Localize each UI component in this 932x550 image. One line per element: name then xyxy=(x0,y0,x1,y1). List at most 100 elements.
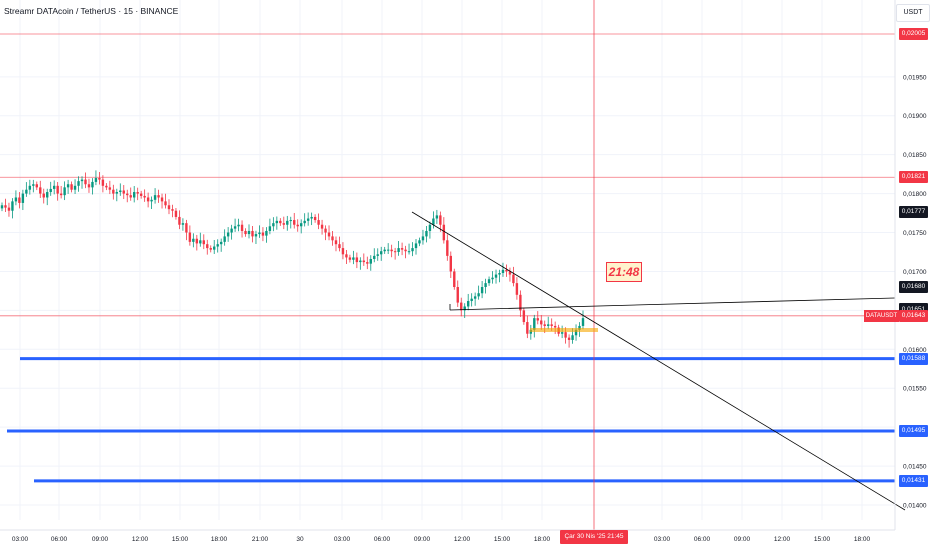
time-tick-label: 12:00 xyxy=(132,536,149,543)
candle-body xyxy=(157,195,160,198)
candle-body xyxy=(143,195,146,198)
candle-body xyxy=(404,249,407,252)
candle-body xyxy=(352,257,355,260)
candle-body xyxy=(14,197,18,202)
candle-body xyxy=(21,193,25,203)
candle-body xyxy=(341,248,345,255)
candle-body xyxy=(171,209,174,211)
price-tick-label: 0,01800 xyxy=(903,191,927,198)
candle-body xyxy=(188,232,192,242)
candle-body xyxy=(515,283,519,295)
time-tick-label: 06:00 xyxy=(694,536,711,543)
candle-body xyxy=(373,255,376,259)
time-tick-label: 15:00 xyxy=(814,536,831,543)
candle-body xyxy=(28,185,32,190)
candle-body xyxy=(376,254,379,256)
candle-body xyxy=(369,258,372,264)
candle-body xyxy=(400,248,404,250)
candle-body xyxy=(306,218,310,221)
horizontal-trendline[interactable] xyxy=(449,297,896,311)
candle-body xyxy=(491,277,494,280)
candle-body xyxy=(7,207,11,211)
candle-body xyxy=(536,318,539,321)
time-tick-label: 09:00 xyxy=(92,536,109,543)
price-label: 0,02005 xyxy=(899,28,928,40)
time-tick-label: 12:00 xyxy=(454,536,471,543)
price-tick-label: 0,01950 xyxy=(903,74,927,81)
descending-trendline[interactable] xyxy=(411,211,906,511)
candle-body xyxy=(49,188,52,193)
candle-body xyxy=(453,271,456,288)
candle-body xyxy=(550,324,553,326)
candle-body xyxy=(160,197,164,202)
candle-body xyxy=(230,228,233,233)
candle-body xyxy=(268,226,272,231)
candle-body xyxy=(512,274,515,284)
candle-body xyxy=(324,228,327,233)
candle-body xyxy=(334,240,338,245)
candle-body xyxy=(299,223,303,227)
candle-body xyxy=(59,193,63,196)
candle-body xyxy=(380,251,383,255)
candle-body xyxy=(526,322,529,334)
candle-body xyxy=(261,232,265,236)
candle-body xyxy=(46,192,49,198)
candle-body xyxy=(421,236,425,241)
candle-body xyxy=(80,179,84,182)
candle-body xyxy=(397,248,400,252)
candle-body xyxy=(247,230,251,235)
candle-body xyxy=(126,193,129,196)
candle-body xyxy=(66,184,70,188)
candle-body xyxy=(199,240,202,244)
price-label: 0,01821 xyxy=(899,171,928,184)
candle-body xyxy=(146,197,150,202)
candle-body xyxy=(320,224,324,229)
candle-body xyxy=(254,234,258,237)
price-label: 0,01643 xyxy=(899,309,928,322)
time-tick-label: 15:00 xyxy=(494,536,511,543)
price-tick-label: 0,01450 xyxy=(903,464,927,471)
currency-button[interactable]: USDT xyxy=(896,4,930,22)
candle-body xyxy=(275,220,279,224)
candle-body xyxy=(414,243,418,249)
candle-body xyxy=(4,205,7,208)
candle-body xyxy=(11,201,14,211)
candle-body xyxy=(195,238,199,244)
candle-body xyxy=(139,193,143,196)
candle-body xyxy=(362,260,366,263)
candle-body xyxy=(425,230,428,237)
price-label: 0,01431 xyxy=(899,474,928,487)
candle-body xyxy=(42,193,45,198)
time-tick-label: 18:00 xyxy=(854,536,871,543)
candle-body xyxy=(383,249,386,252)
position-zone[interactable] xyxy=(530,328,598,332)
candle-body xyxy=(185,223,188,233)
candle-body xyxy=(258,232,261,235)
candle-body xyxy=(122,190,125,194)
candle-body xyxy=(133,192,136,198)
candle-body xyxy=(237,224,240,227)
candle-body xyxy=(164,201,167,206)
candle-body xyxy=(209,248,212,250)
candle-body xyxy=(167,205,171,210)
candle-body xyxy=(32,184,35,186)
candle-body xyxy=(0,205,4,209)
crosshair-date-label: Çar 30 Nis '25 21:45 xyxy=(560,530,628,544)
time-tick-label: 12:00 xyxy=(774,536,791,543)
candle-body xyxy=(52,185,56,189)
symbol-price-label: DATAUSDT xyxy=(864,309,899,322)
candle-body xyxy=(456,287,459,303)
candle-body xyxy=(331,236,334,241)
candle-body xyxy=(206,244,209,249)
candle-body xyxy=(540,320,543,325)
candle-body xyxy=(240,224,244,231)
candle-body xyxy=(480,287,484,294)
candle-body xyxy=(313,216,317,221)
candle-body xyxy=(345,254,348,258)
candle-body xyxy=(435,215,439,219)
candle-body xyxy=(470,298,473,302)
candle-body xyxy=(279,220,282,224)
candle-body xyxy=(366,262,369,264)
